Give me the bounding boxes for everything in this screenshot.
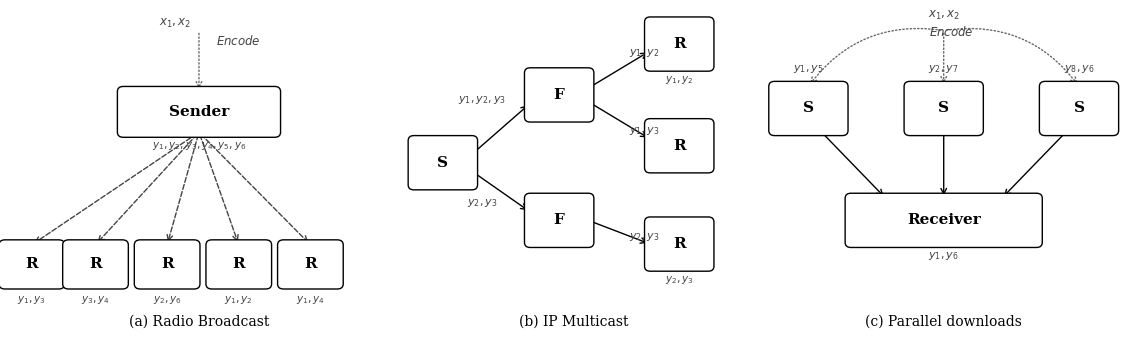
Text: $y_8, y_6$: $y_8, y_6$ bbox=[1063, 63, 1095, 76]
Text: R: R bbox=[232, 257, 246, 272]
Text: $y_2, y_3$: $y_2, y_3$ bbox=[629, 231, 659, 243]
Text: F: F bbox=[554, 213, 565, 227]
Text: $y_1, y_6$: $y_1, y_6$ bbox=[928, 250, 960, 262]
FancyBboxPatch shape bbox=[0, 240, 65, 289]
FancyBboxPatch shape bbox=[1039, 81, 1119, 136]
FancyBboxPatch shape bbox=[645, 119, 714, 173]
Text: R: R bbox=[673, 139, 686, 153]
Text: $y_1, y_2$: $y_1, y_2$ bbox=[224, 294, 254, 306]
FancyBboxPatch shape bbox=[63, 240, 128, 289]
Text: $x_1, x_2$: $x_1, x_2$ bbox=[928, 9, 960, 22]
Text: $y_2, y_3$: $y_2, y_3$ bbox=[665, 274, 694, 286]
Text: $\it{Encode}$: $\it{Encode}$ bbox=[929, 25, 973, 39]
Text: $y_2, y_6$: $y_2, y_6$ bbox=[152, 294, 182, 306]
Text: $y_1, y_2$: $y_1, y_2$ bbox=[629, 46, 659, 59]
FancyBboxPatch shape bbox=[134, 240, 200, 289]
Text: Receiver: Receiver bbox=[907, 213, 980, 227]
Text: R: R bbox=[304, 257, 317, 272]
Text: $y_1, y_3$: $y_1, y_3$ bbox=[17, 294, 47, 306]
Text: $y_1, y_5$: $y_1, y_5$ bbox=[794, 63, 823, 76]
Text: $y_1, y_2, y_3, y_4, y_5, y_6$: $y_1, y_2, y_3, y_4, y_5, y_6$ bbox=[151, 140, 247, 152]
FancyBboxPatch shape bbox=[206, 240, 272, 289]
FancyBboxPatch shape bbox=[408, 136, 478, 190]
FancyBboxPatch shape bbox=[645, 17, 714, 71]
Text: R: R bbox=[673, 237, 686, 251]
Text: $y_1, y_4$: $y_1, y_4$ bbox=[296, 294, 325, 306]
FancyBboxPatch shape bbox=[277, 240, 343, 289]
Text: (a) Radio Broadcast: (a) Radio Broadcast bbox=[128, 315, 269, 329]
Text: $y_1, y_2$: $y_1, y_2$ bbox=[665, 74, 694, 86]
Text: $y_1, y_2, y_3$: $y_1, y_2, y_3$ bbox=[458, 94, 506, 106]
Text: Sender: Sender bbox=[169, 105, 229, 119]
Text: R: R bbox=[673, 37, 686, 51]
Text: S: S bbox=[1073, 101, 1085, 116]
Text: $y_3, y_4$: $y_3, y_4$ bbox=[81, 294, 110, 306]
FancyBboxPatch shape bbox=[904, 81, 984, 136]
Text: R: R bbox=[160, 257, 174, 272]
Text: S: S bbox=[803, 101, 814, 116]
FancyBboxPatch shape bbox=[645, 217, 714, 271]
Text: $x_1, x_2$: $x_1, x_2$ bbox=[159, 17, 191, 30]
FancyBboxPatch shape bbox=[845, 193, 1043, 247]
FancyBboxPatch shape bbox=[117, 86, 281, 137]
FancyBboxPatch shape bbox=[524, 193, 594, 247]
Text: S: S bbox=[938, 101, 949, 116]
Text: R: R bbox=[25, 257, 39, 272]
Text: (b) IP Multicast: (b) IP Multicast bbox=[520, 315, 629, 329]
Text: $y_2, y_3$: $y_2, y_3$ bbox=[467, 197, 498, 210]
Text: $y_1, y_3$: $y_1, y_3$ bbox=[629, 124, 659, 137]
Text: S: S bbox=[438, 156, 448, 170]
FancyBboxPatch shape bbox=[769, 81, 848, 136]
Text: $\it{Encode}$: $\it{Encode}$ bbox=[216, 34, 262, 48]
Text: $y_2, y_7$: $y_2, y_7$ bbox=[929, 63, 958, 76]
FancyBboxPatch shape bbox=[524, 68, 594, 122]
Text: F: F bbox=[554, 88, 565, 102]
Text: R: R bbox=[89, 257, 102, 272]
Text: (c) Parallel downloads: (c) Parallel downloads bbox=[865, 315, 1022, 329]
